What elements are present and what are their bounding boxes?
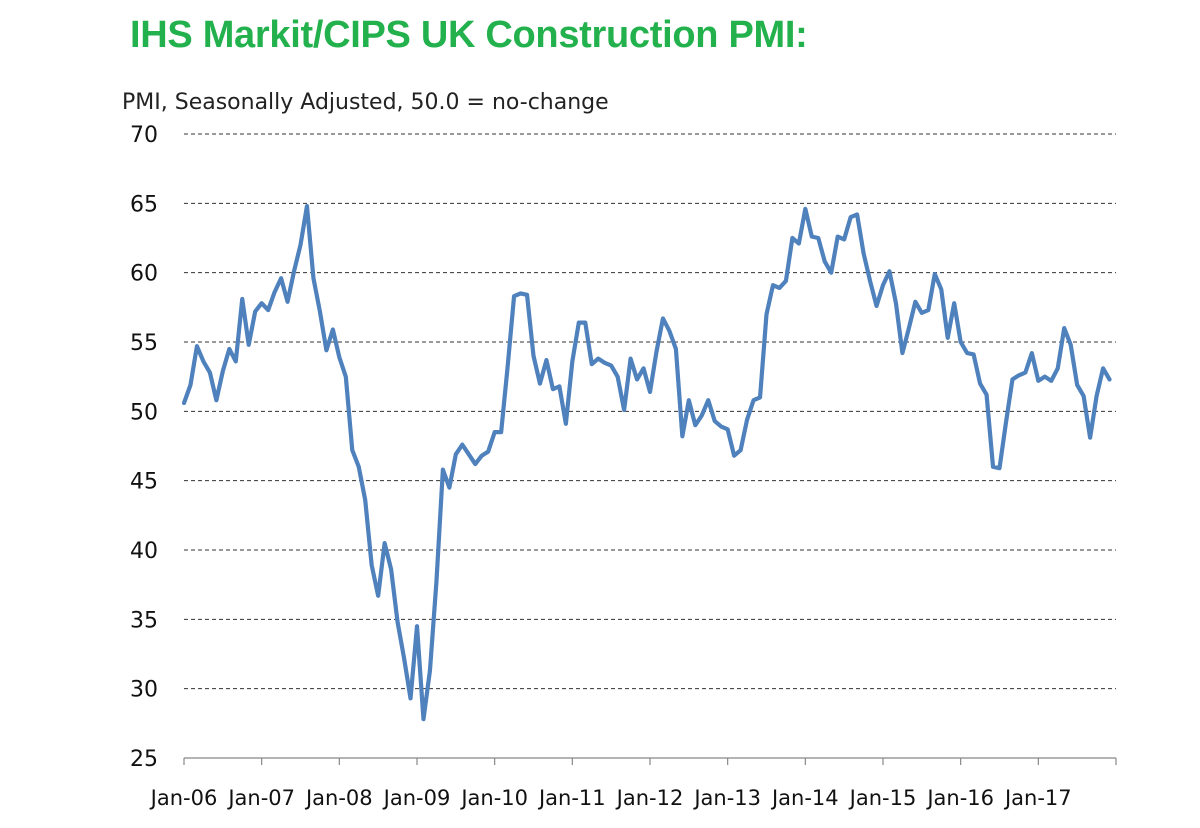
axes bbox=[183, 757, 1117, 765]
x-tick-label: Jan-14 bbox=[770, 786, 839, 810]
y-tick-label: 45 bbox=[130, 470, 158, 495]
y-tick-label: 60 bbox=[130, 262, 158, 287]
x-tick-label: Jan-12 bbox=[615, 786, 684, 810]
y-tick-label: 40 bbox=[130, 539, 158, 564]
y-tick-labels: 25 30 35 40 45 50 55 60 65 70 bbox=[130, 123, 158, 772]
x-tick-labels: Jan-06 Jan-07 Jan-08 Jan-09 Jan-10 Jan-11 Jan-… bbox=[149, 786, 1072, 810]
x-tick-label: Jan-10 bbox=[459, 786, 528, 810]
y-tick-label: 30 bbox=[130, 678, 158, 703]
y-tick-label: 70 bbox=[130, 123, 158, 148]
series-line-pmi bbox=[181, 204, 1112, 722]
y-tick-label: 55 bbox=[130, 331, 158, 356]
x-tick-label: Jan-09 bbox=[382, 786, 451, 810]
y-tick-label: 35 bbox=[130, 608, 158, 633]
x-tick-label: Jan-13 bbox=[692, 786, 761, 810]
series-layer bbox=[181, 204, 1112, 722]
y-tick-label: 65 bbox=[130, 192, 158, 217]
y-tick-label: 50 bbox=[130, 400, 158, 425]
chart-title: IHS Markit/CIPS UK Construction PMI: bbox=[130, 14, 808, 56]
x-tick-label: Jan-07 bbox=[226, 786, 295, 810]
y-axis-label: PMI, Seasonally Adjusted, 50.0 = no-chan… bbox=[122, 90, 609, 115]
x-tick-label: Jan-06 bbox=[149, 786, 218, 810]
x-tick-label: Jan-08 bbox=[304, 786, 373, 810]
x-tick-label: Jan-17 bbox=[1003, 786, 1072, 810]
gridlines bbox=[184, 133, 1116, 690]
y-tick-label: 25 bbox=[130, 747, 158, 772]
x-tick-label: Jan-16 bbox=[925, 786, 994, 810]
x-tick-label: Jan-15 bbox=[848, 786, 917, 810]
x-tick-label: Jan-11 bbox=[537, 786, 606, 810]
